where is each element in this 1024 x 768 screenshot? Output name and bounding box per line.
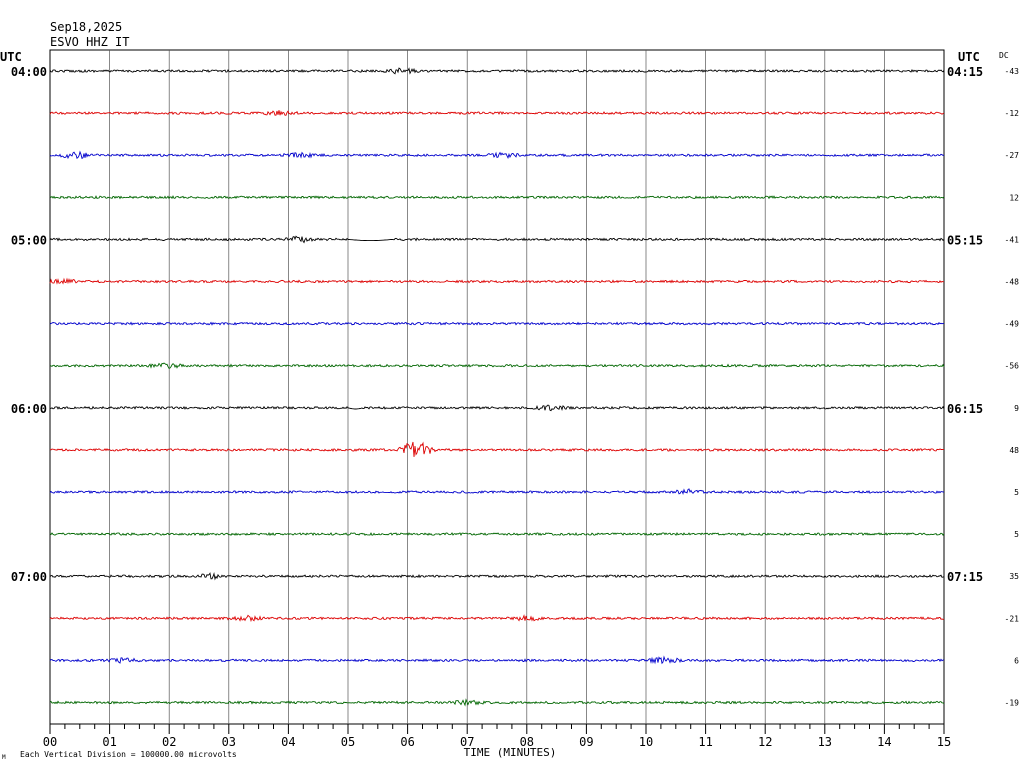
trace-row-9 [49, 441, 944, 457]
x-axis: 00 01 02 03 04 05 06 07 08 09 10 11 12 13 14 15 [43, 724, 951, 749]
utc-right-label: UTC [958, 50, 980, 64]
dc-offset-label: 6 [1014, 656, 1019, 665]
traces [49, 67, 945, 707]
trace-row-10 [49, 488, 945, 496]
x-tick-label: 09 [579, 735, 593, 749]
x-tick-label: 00 [43, 735, 57, 749]
trace-row-2 [49, 150, 945, 160]
x-tick-label: 12 [758, 735, 772, 749]
dc-offset-label: 5 [1014, 488, 1019, 497]
trace-row-14 [49, 655, 945, 665]
x-axis-title: TIME (MINUTES) [464, 746, 557, 759]
right-time-label: 06:15 [947, 402, 983, 416]
x-tick-label: 13 [818, 735, 832, 749]
trace-row-15 [49, 698, 945, 707]
dc-offset-labels: -43 -12 -27 12 -41 -48 -49 -56 9 48 5 5 35 -21 6 -19 [1005, 67, 1020, 708]
dc-offset-label: -41 [1005, 235, 1020, 244]
dc-offset-label: -27 [1005, 151, 1020, 160]
trace-row-7 [49, 362, 945, 369]
dc-offset-label: 48 [1009, 446, 1019, 455]
scale-note: Each Vertical Division = 100000.00 micro… [20, 750, 237, 759]
dc-offset-label: -21 [1005, 614, 1020, 623]
dc-offset-label: 12 [1009, 193, 1019, 202]
dc-offset-label: -19 [1005, 699, 1020, 708]
dc-offset-label: -43 [1005, 67, 1020, 76]
x-tick-label: 03 [222, 735, 236, 749]
x-tick-label: 14 [877, 735, 891, 749]
trace-row-13 [49, 614, 945, 623]
grid [49, 49, 945, 725]
dc-header-label: DC [999, 51, 1009, 60]
left-time-label: 04:00 [11, 65, 47, 79]
dc-offset-label: -48 [1005, 278, 1020, 287]
left-time-labels: 04:00 05:00 06:00 07:00 [11, 65, 47, 584]
chart-station: ESVO HHZ IT [50, 35, 129, 49]
dc-offset-label: 35 [1009, 572, 1019, 581]
right-time-labels: 04:15 05:15 06:15 07:15 [947, 65, 983, 584]
right-time-label: 05:15 [947, 233, 983, 247]
dc-offset-label: 9 [1014, 404, 1019, 413]
x-tick-label: 08 [520, 735, 534, 749]
trace-row-8 [49, 404, 945, 412]
left-time-label: 05:00 [11, 233, 47, 247]
x-tick-label: 07 [460, 735, 474, 749]
trace-row-3 [49, 195, 945, 200]
corner-mark: M [2, 754, 6, 761]
x-tick-label: 05 [341, 735, 355, 749]
dc-offset-label: -56 [1005, 362, 1020, 371]
chart-date: Sep18,2025 [50, 20, 122, 34]
x-tick-label: 04 [281, 735, 295, 749]
x-tick-label: 11 [698, 735, 712, 749]
right-time-label: 04:15 [947, 65, 983, 79]
plot-frame [49, 49, 945, 725]
trace-row-0 [49, 67, 945, 75]
dc-offset-label: -49 [1005, 320, 1020, 329]
left-time-label: 07:00 [11, 570, 47, 584]
trace-row-12 [49, 571, 945, 581]
trace-row-6 [49, 321, 944, 326]
trace-row-4 [49, 235, 945, 244]
trace-row-11 [49, 531, 945, 537]
x-tick-label: 02 [162, 735, 176, 749]
right-time-label: 07:15 [947, 570, 983, 584]
x-tick-label: 01 [102, 735, 116, 749]
trace-row-5 [49, 277, 945, 285]
dc-offset-label: -12 [1005, 109, 1020, 118]
trace-row-1 [49, 110, 945, 116]
x-tick-label: 15 [937, 735, 951, 749]
x-tick-label: 06 [400, 735, 414, 749]
x-tick-label: 10 [639, 735, 653, 749]
utc-left-label: UTC [0, 50, 22, 64]
dc-offset-label: 5 [1014, 530, 1019, 539]
left-time-label: 06:00 [11, 402, 47, 416]
